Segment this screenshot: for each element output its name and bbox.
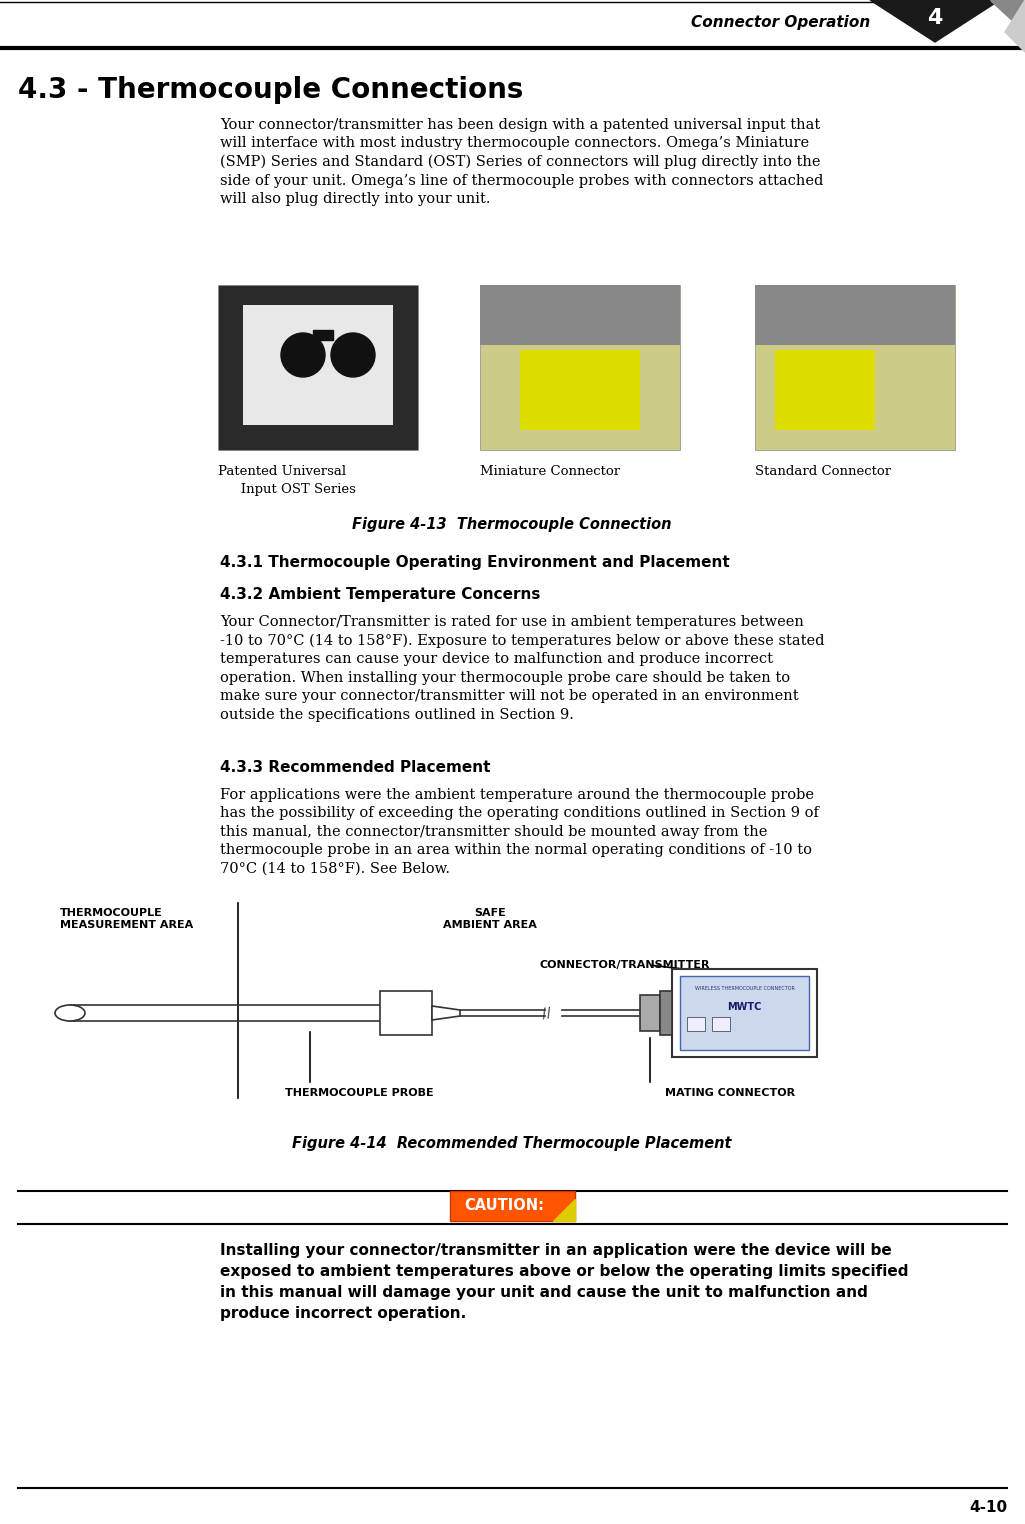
Text: 4-10: 4-10 [969, 1501, 1007, 1515]
Bar [755, 285, 955, 344]
Bar [450, 1190, 574, 1221]
Text: Standard Connector: Standard Connector [755, 465, 891, 479]
Circle shape [281, 334, 325, 376]
Text: Input OST Series: Input OST Series [228, 483, 356, 495]
Bar [520, 351, 640, 430]
Bar [672, 969, 817, 1058]
Bar [712, 1017, 730, 1032]
Bar [775, 351, 875, 430]
Text: CONNECTOR/TRANSMITTER: CONNECTOR/TRANSMITTER [540, 960, 710, 969]
Bar [687, 1017, 705, 1032]
Bar [660, 991, 672, 1035]
Ellipse shape [55, 1004, 85, 1021]
Bar [380, 991, 432, 1035]
Text: Connector Operation: Connector Operation [691, 15, 870, 29]
Bar [218, 285, 418, 450]
Text: Your connector/transmitter has been design with a patented universal input that
: Your connector/transmitter has been desi… [220, 117, 823, 206]
Polygon shape [990, 0, 1025, 32]
Text: Patented Universal: Patented Universal [218, 465, 346, 479]
Text: Installing your connector/transmitter in an application were the device will be
: Installing your connector/transmitter in… [220, 1244, 908, 1321]
Bar [680, 975, 809, 1050]
Bar [755, 285, 955, 450]
Polygon shape [432, 1006, 460, 1020]
Text: Figure 4-14  Recommended Thermocouple Placement: Figure 4-14 Recommended Thermocouple Pla… [292, 1135, 732, 1151]
Polygon shape [870, 0, 1000, 43]
Text: For applications were the ambient temperature around the thermocouple probe
has : For applications were the ambient temper… [220, 788, 819, 876]
Text: THERMOCOUPLE
MEASUREMENT AREA: THERMOCOUPLE MEASUREMENT AREA [60, 908, 194, 930]
Bar [243, 305, 393, 425]
Text: //: // [541, 1006, 552, 1021]
Text: 4.3.2 Ambient Temperature Concerns: 4.3.2 Ambient Temperature Concerns [220, 587, 540, 602]
Text: WIRELESS THERMOCOUPLE CONNECTOR: WIRELESS THERMOCOUPLE CONNECTOR [695, 986, 794, 992]
Circle shape [331, 334, 375, 376]
Text: THERMOCOUPLE PROBE: THERMOCOUPLE PROBE [285, 1088, 434, 1097]
Bar [480, 285, 680, 450]
Text: MWTC: MWTC [728, 1001, 762, 1012]
Text: Figure 4-13  Thermocouple Connection: Figure 4-13 Thermocouple Connection [353, 517, 671, 532]
Bar [640, 995, 660, 1032]
Text: 4.3.1 Thermocouple Operating Environment and Placement: 4.3.1 Thermocouple Operating Environment… [220, 555, 730, 570]
Bar [313, 331, 333, 340]
Polygon shape [552, 1199, 574, 1221]
Text: 4.3.3 Recommended Placement: 4.3.3 Recommended Placement [220, 760, 491, 776]
Text: Your Connector/Transmitter is rated for use in ambient temperatures between
-10 : Your Connector/Transmitter is rated for … [220, 616, 824, 721]
Text: 4: 4 [928, 8, 943, 27]
Text: 4.3 - Thermocouple Connections: 4.3 - Thermocouple Connections [18, 76, 524, 104]
Text: Miniature Connector: Miniature Connector [480, 465, 620, 479]
Bar [480, 285, 680, 344]
Polygon shape [1004, 0, 1025, 52]
Text: CAUTION:: CAUTION: [464, 1198, 544, 1213]
Text: MATING CONNECTOR: MATING CONNECTOR [665, 1088, 795, 1097]
Text: SAFE
AMBIENT AREA: SAFE AMBIENT AREA [443, 908, 537, 930]
